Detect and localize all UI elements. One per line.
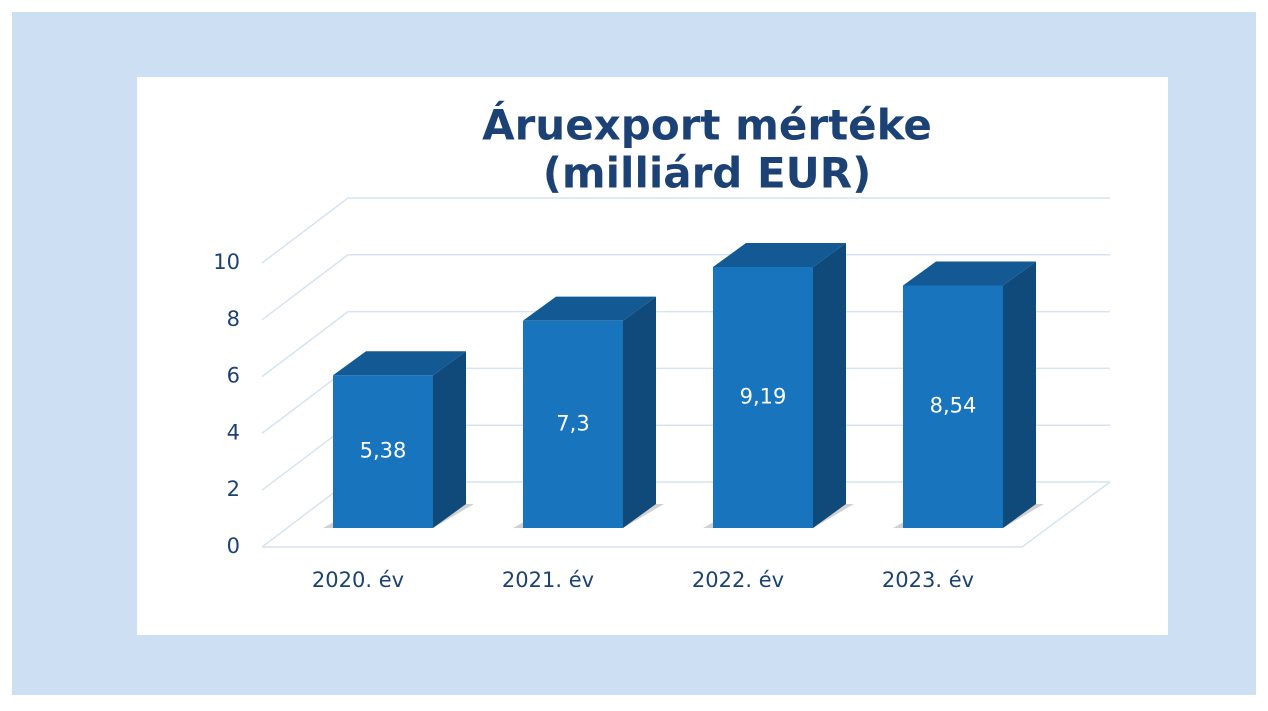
floor-edge [262, 481, 1111, 548]
bar-top [333, 351, 466, 376]
bar [703, 243, 854, 528]
y-tick-label: 0 [227, 534, 240, 558]
bar-top [903, 261, 1036, 286]
x-tick-label: 2023. év [882, 568, 974, 592]
bar-front [713, 267, 813, 528]
grid-line [261, 254, 1110, 321]
value-label: 9,19 [740, 385, 787, 409]
value-label: 8,54 [930, 394, 977, 418]
bar-front [523, 320, 623, 528]
y-tick-label: 2 [227, 477, 240, 501]
value-label: 5,38 [360, 439, 407, 463]
y-tick-label: 10 [213, 250, 240, 274]
grid-line [261, 310, 1110, 378]
x-tick-label: 2022. év [692, 568, 784, 592]
bar-front [333, 375, 433, 528]
bar-top [523, 296, 656, 321]
bar [513, 296, 664, 528]
bar-side [433, 351, 466, 528]
bar-side [1003, 261, 1036, 528]
x-tick-label: 2020. év [312, 568, 404, 592]
bar-front [903, 285, 1003, 528]
bar [323, 351, 474, 528]
bar-side [623, 296, 656, 528]
chart-title: Áruexport mértéke [482, 100, 932, 150]
y-tick-label: 4 [227, 420, 240, 444]
bar-top [713, 243, 846, 268]
value-label: 7,3 [556, 411, 589, 435]
bar-side [813, 243, 846, 528]
x-tick-label: 2021. év [502, 568, 594, 592]
chart-title: (milliárd EUR) [543, 149, 872, 198]
y-tick-label: 6 [227, 364, 240, 388]
bar [893, 261, 1044, 528]
y-tick-label: 8 [227, 307, 240, 331]
grid-line [261, 197, 1110, 264]
